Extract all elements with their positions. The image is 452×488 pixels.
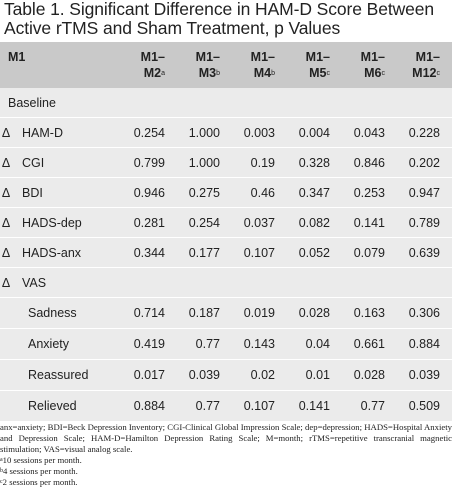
footnote-c: c2 sessions per month. [0,477,78,487]
cell: 0.254 [177,207,232,238]
row-label: HADS-dep [22,215,82,230]
cell: 0.04 [287,328,342,360]
cell: 0.77 [177,390,232,421]
cell: 0.163 [342,297,397,329]
row-label: HADS-anx [22,245,82,260]
table-row: Δ CGI 0.799 1.000 0.19 0.328 0.846 0.202 [0,147,452,178]
cell: 0.003 [232,117,287,148]
cell: 0.039 [177,359,232,391]
table-row: Δ HAM-D 0.254 1.000 0.003 0.004 0.043 0.2… [0,117,452,148]
footnotes: anx=anxiety; BDI=Beck Depression Invento… [0,422,452,488]
cell: 0.946 [122,177,177,208]
cell: 0.884 [122,390,177,421]
cell: 0.19 [232,147,287,178]
cell: 0.347 [287,177,342,208]
table-row: Sadness 0.714 0.187 0.019 0.028 0.163 0.… [0,297,452,329]
header-col-3: M1– M4b [250,50,275,80]
table-row: Δ HADS-dep 0.281 0.254 0.037 0.082 0.141 … [0,207,452,238]
cell: 0.419 [122,328,177,360]
cell: 0.254 [122,117,177,148]
cell: 0.509 [397,390,452,421]
cell: 0.019 [232,297,287,329]
abbreviations-note: anx=anxiety; BDI=Beck Depression Invento… [0,422,452,454]
cell: 0.884 [397,328,452,360]
cell: 0.187 [177,297,232,329]
cell: 1.000 [177,147,232,178]
cell: 0.107 [232,390,287,421]
cell: 0.141 [287,390,342,421]
table-row: Δ BDI 0.946 0.275 0.46 0.347 0.253 0.947 [0,177,452,208]
cell: 0.037 [232,207,287,238]
baseline-label: Baseline [0,88,452,118]
row-label: BDI [22,185,43,200]
cell: 0.281 [122,207,177,238]
header-col-6: M1– M12c [412,50,440,80]
footnote-b: b4 sessions per month. [0,466,78,476]
row-label: HAM-D [22,125,63,140]
cell: 0.017 [122,359,177,391]
table-row: Anxiety 0.419 0.77 0.143 0.04 0.661 0.88… [0,328,452,360]
cell: 0.079 [342,237,397,268]
baseline-section-row: Baseline [0,88,452,118]
delta-symbol: Δ [1,245,11,260]
cell: 0.177 [177,237,232,268]
table-title: Table 1. Significant Difference in HAM-D… [4,0,435,38]
table-row: Reassured 0.017 0.039 0.02 0.01 0.028 0.… [0,359,452,391]
cell: 0.639 [397,237,452,268]
cell: 0.77 [342,390,397,421]
cell: 0.028 [342,359,397,391]
vas-label: VAS [22,275,47,290]
row-label: Sadness [0,297,122,329]
cell: 0.039 [397,359,452,391]
header-m1: M1 [8,50,26,64]
row-label: Reassured [0,359,122,391]
delta-symbol: Δ [1,215,11,230]
footnote-a: a10 sessions per month. [0,455,82,465]
cell: 0.661 [342,328,397,360]
table-row: Δ HADS-anx 0.344 0.177 0.107 0.052 0.079 … [0,237,452,268]
cell: 0.328 [287,147,342,178]
cell: 0.043 [342,117,397,148]
table-header-row: M1 M1– M2a M1– M3b M1– M4b M1– M5c M1– M6c M1… [0,42,452,88]
delta-symbol: Δ [1,185,11,200]
row-label: Relieved [0,390,122,421]
delta-symbol: Δ [1,275,11,290]
row-label: CGI [22,155,45,170]
header-col-4: M1– M5c [305,50,330,80]
cell: 0.228 [397,117,452,148]
cell: 0.01 [287,359,342,391]
cell: 0.253 [342,177,397,208]
header-col-2: M1– M3b [195,50,220,80]
cell: 0.052 [287,237,342,268]
cell: 0.947 [397,177,452,208]
cell: 0.846 [342,147,397,178]
cell: 0.77 [177,328,232,360]
cell: 0.714 [122,297,177,329]
delta-symbol: Δ [1,155,11,170]
header-col-5: M1– M6c [360,50,385,80]
cell: 0.028 [287,297,342,329]
cell: 0.46 [232,177,287,208]
cell: 1.000 [177,117,232,148]
cell: 0.141 [342,207,397,238]
cell: 0.004 [287,117,342,148]
row-label: Anxiety [0,328,122,360]
cell: 0.082 [287,207,342,238]
cell: 0.789 [397,207,452,238]
cell: 0.799 [122,147,177,178]
table-row: Relieved 0.884 0.77 0.107 0.141 0.77 0.5… [0,390,452,421]
cell: 0.306 [397,297,452,329]
cell: 0.202 [397,147,452,178]
cell: 0.107 [232,237,287,268]
cell: 0.143 [232,328,287,360]
cell: 0.344 [122,237,177,268]
results-table: M1 M1– M2a M1– M3b M1– M4b M1– M5c M1– M6c M1… [0,42,452,421]
delta-symbol: Δ [1,125,11,140]
vas-section-row: Δ VAS [0,267,452,298]
cell: 0.02 [232,359,287,391]
header-col-1: M1– M2a [140,50,165,80]
cell: 0.275 [177,177,232,208]
